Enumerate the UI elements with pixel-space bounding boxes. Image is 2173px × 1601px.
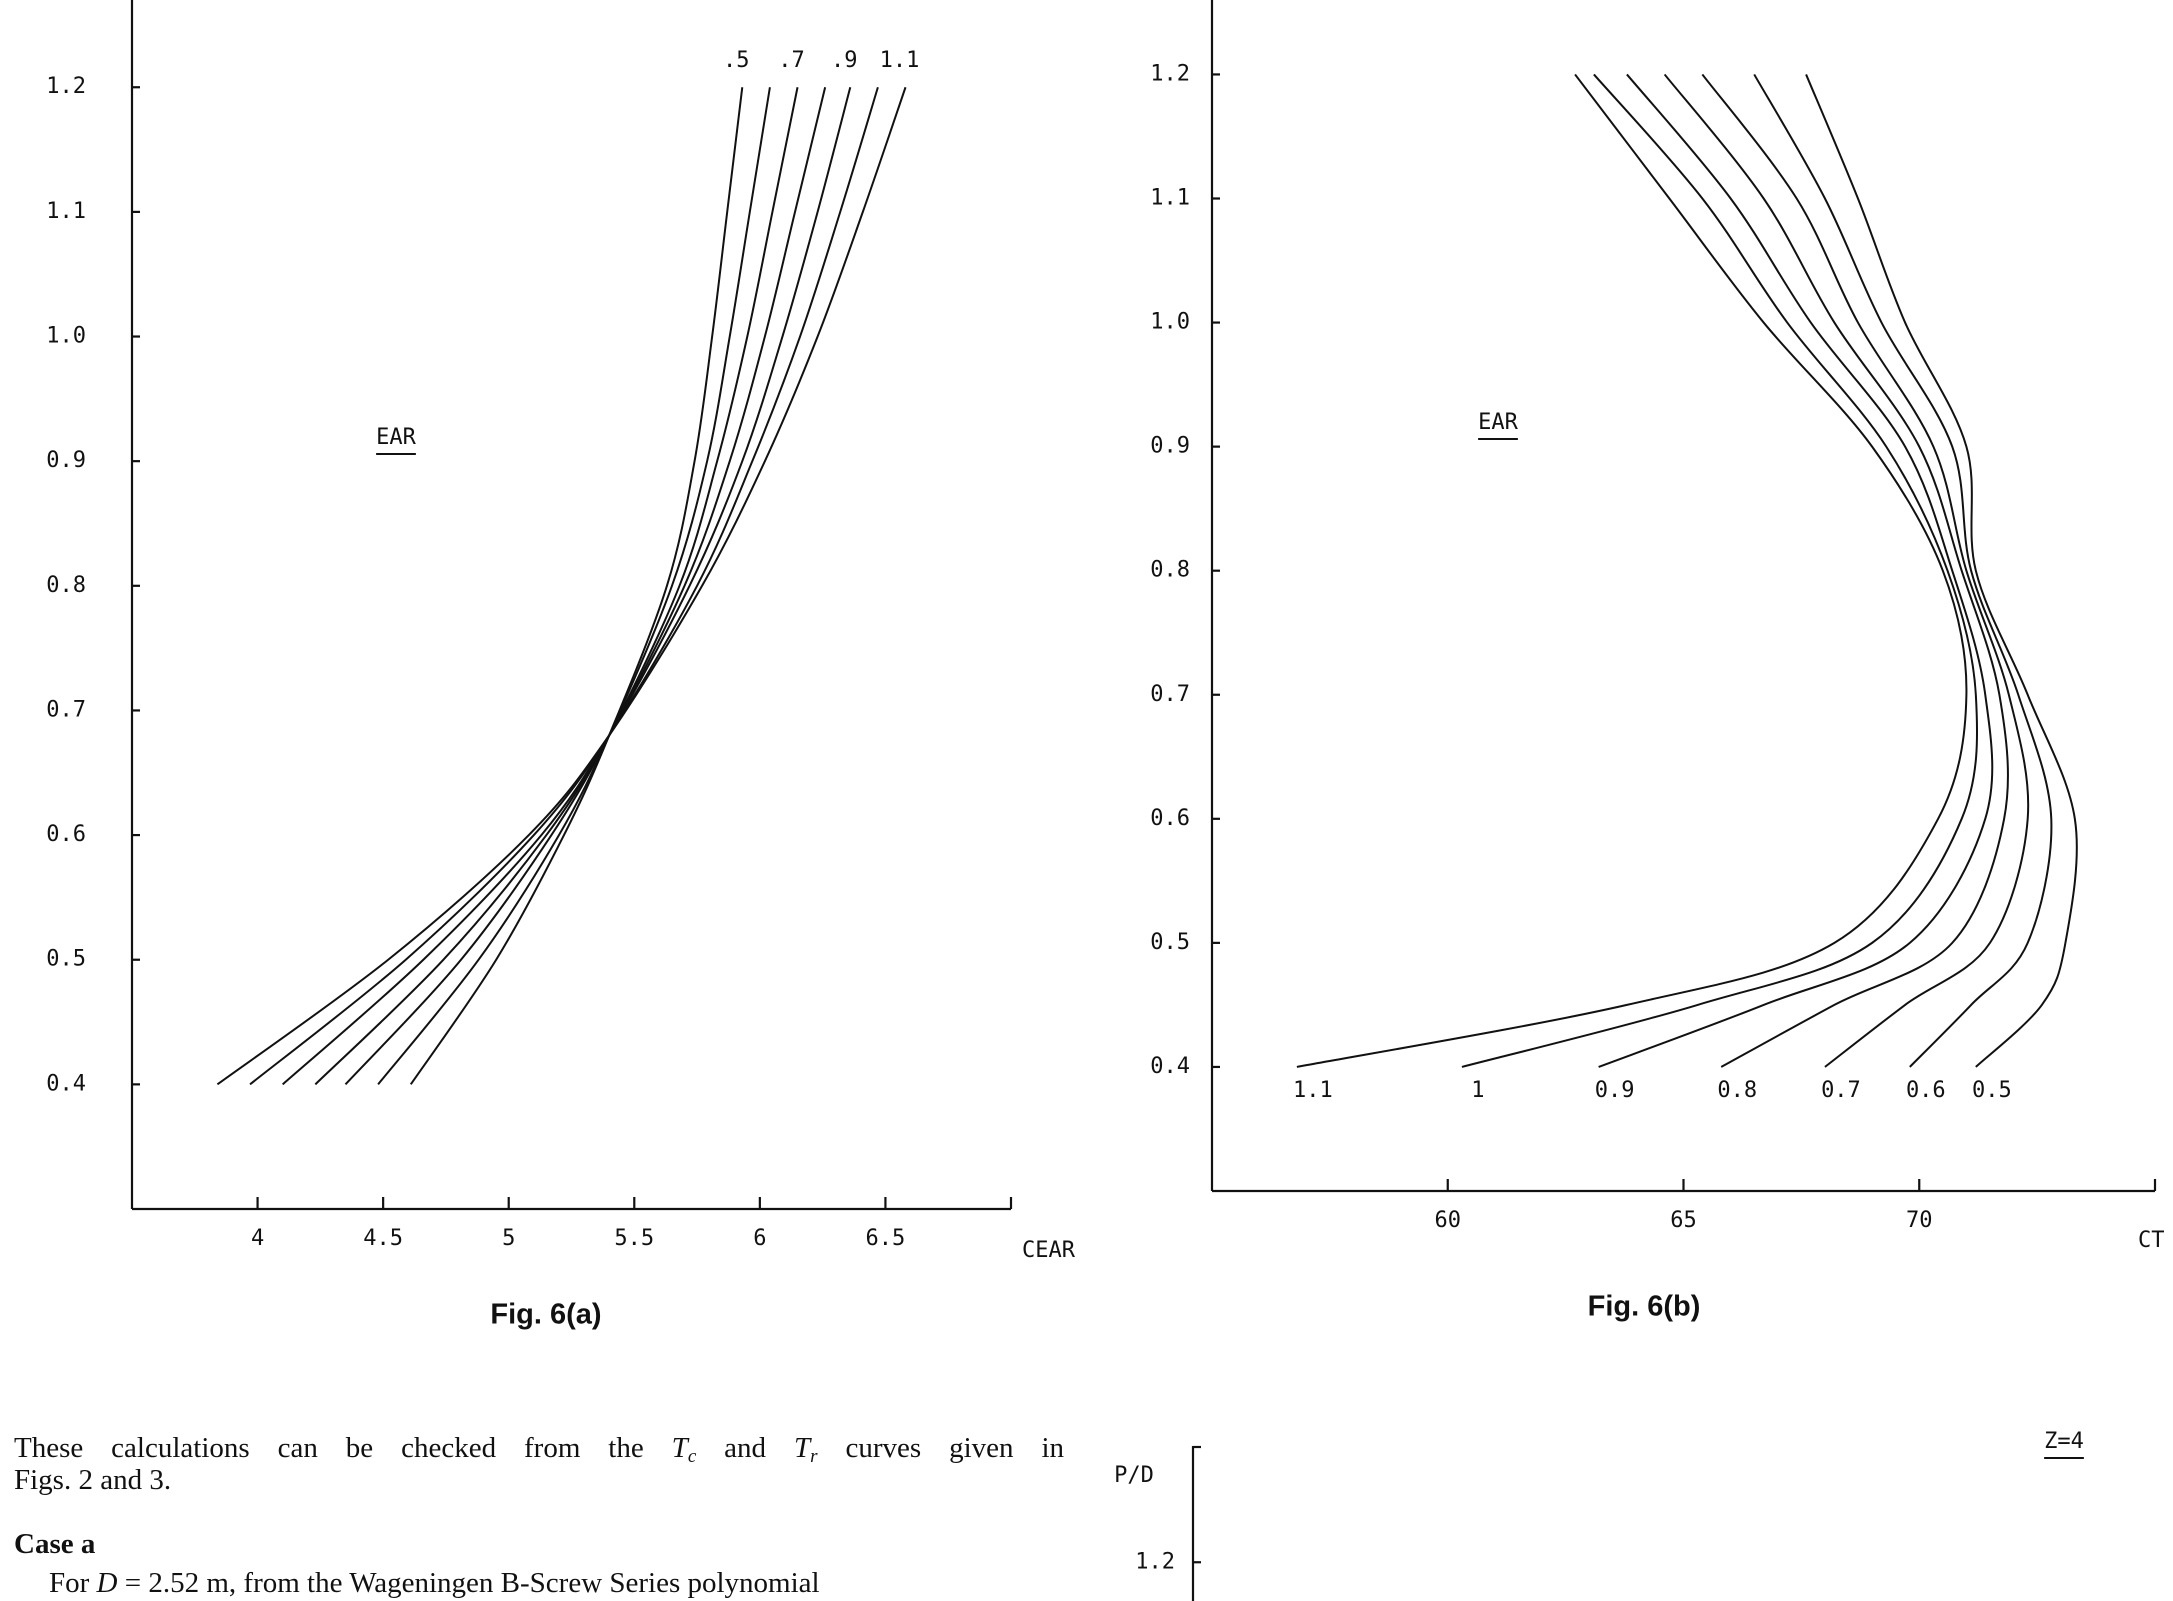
subscript: c bbox=[687, 1446, 697, 1467]
curve bbox=[1461, 73, 1979, 1068]
curve-label: .5 bbox=[723, 48, 750, 73]
x-axis-label: CT bbox=[2138, 1228, 2165, 1253]
y-tick-label: 0.6 bbox=[46, 822, 86, 847]
x-tick-label: 4 bbox=[251, 1226, 264, 1251]
y-tick-label: 0.9 bbox=[46, 448, 86, 473]
paragraph-line: These calculations can be checked from t… bbox=[14, 1432, 1064, 1473]
y-tick-label: 0.6 bbox=[1150, 806, 1190, 831]
y-tick-label: 0.4 bbox=[1150, 1054, 1190, 1079]
symbol: T bbox=[793, 1432, 811, 1464]
y-tick-label: 0.7 bbox=[1150, 682, 1190, 707]
x-axis-label: CEAR bbox=[1022, 1238, 1076, 1263]
curve bbox=[377, 87, 771, 1085]
x-tick-label: 6.5 bbox=[866, 1226, 906, 1251]
y-tick-label: 0.5 bbox=[1150, 930, 1190, 955]
curve-label: 1.1 bbox=[880, 48, 920, 73]
curve-label: 0.6 bbox=[1906, 1078, 1946, 1103]
annotation: Z=4 bbox=[2044, 1429, 2084, 1454]
y-tick-label: 0.4 bbox=[46, 1071, 86, 1096]
curve bbox=[409, 87, 744, 1085]
x-tick-label: 5.5 bbox=[614, 1226, 654, 1251]
symbol: D bbox=[96, 1567, 118, 1599]
text: = 2.52 m, from the Wageningen B-Screw Se… bbox=[117, 1567, 820, 1599]
text: curves given in bbox=[817, 1432, 1064, 1464]
paragraph-line: For D = 2.52 m, from the Wageningen B-Sc… bbox=[49, 1567, 820, 1599]
curve-label: 0.7 bbox=[1821, 1078, 1861, 1103]
curve bbox=[1598, 73, 1994, 1068]
y-tick-label: 1.1 bbox=[46, 199, 86, 224]
curve bbox=[1753, 73, 2053, 1068]
y-tick-label: 1.2 bbox=[1150, 61, 1190, 86]
x-tick-label: 60 bbox=[1435, 1208, 1462, 1233]
curve-label: 0.8 bbox=[1717, 1078, 1757, 1103]
y-tick-label: 1.1 bbox=[1150, 186, 1190, 211]
curve bbox=[249, 86, 879, 1086]
curve bbox=[1296, 73, 1968, 1068]
y-tick-label: 0.8 bbox=[1150, 558, 1190, 583]
curve bbox=[1805, 74, 2078, 1068]
y-axis-label: P/D bbox=[1114, 1463, 1154, 1488]
annotation: EAR bbox=[376, 425, 416, 450]
text: and bbox=[696, 1432, 794, 1464]
y-tick-label: 1.2 bbox=[46, 74, 86, 99]
curve-label: .9 bbox=[831, 48, 858, 73]
curve bbox=[282, 86, 852, 1086]
annotation: EAR bbox=[1478, 410, 1518, 435]
x-tick-label: 6 bbox=[753, 1226, 766, 1251]
y-tick-label: 0.8 bbox=[46, 573, 86, 598]
subscript: r bbox=[810, 1446, 818, 1467]
x-tick-label: 5 bbox=[502, 1226, 515, 1251]
figure-caption: Fig. 6(a) bbox=[490, 1299, 601, 1331]
curve-label: 1.1 bbox=[1293, 1078, 1333, 1103]
x-tick-label: 65 bbox=[1670, 1208, 1697, 1233]
y-tick-label: 0.7 bbox=[46, 697, 86, 722]
symbol: T bbox=[671, 1432, 688, 1464]
y-tick-label: 1.0 bbox=[1150, 310, 1190, 335]
x-tick-label: 4.5 bbox=[363, 1226, 403, 1251]
curve bbox=[1663, 73, 2009, 1068]
curve bbox=[1701, 73, 2030, 1068]
curve bbox=[216, 86, 907, 1086]
text: For bbox=[49, 1567, 97, 1599]
curve bbox=[344, 87, 799, 1086]
curve-label: 1 bbox=[1471, 1078, 1484, 1103]
curve-label: .7 bbox=[778, 48, 805, 73]
y-tick-label: 1.2 bbox=[1135, 1549, 1175, 1574]
paragraph-line: Figs. 2 and 3. bbox=[14, 1464, 172, 1496]
heading: Case a bbox=[14, 1528, 96, 1560]
figure-caption: Fig. 6(b) bbox=[1588, 1291, 1701, 1323]
y-tick-label: 0.9 bbox=[1150, 434, 1190, 459]
y-tick-label: 1.0 bbox=[46, 324, 86, 349]
curve-label: 0.5 bbox=[1972, 1078, 2012, 1103]
x-tick-label: 70 bbox=[1906, 1208, 1933, 1233]
curve bbox=[314, 87, 827, 1086]
text: These calculations can be checked from t… bbox=[14, 1432, 672, 1464]
y-tick-label: 0.5 bbox=[46, 947, 86, 972]
curve-label: 0.9 bbox=[1595, 1078, 1635, 1103]
